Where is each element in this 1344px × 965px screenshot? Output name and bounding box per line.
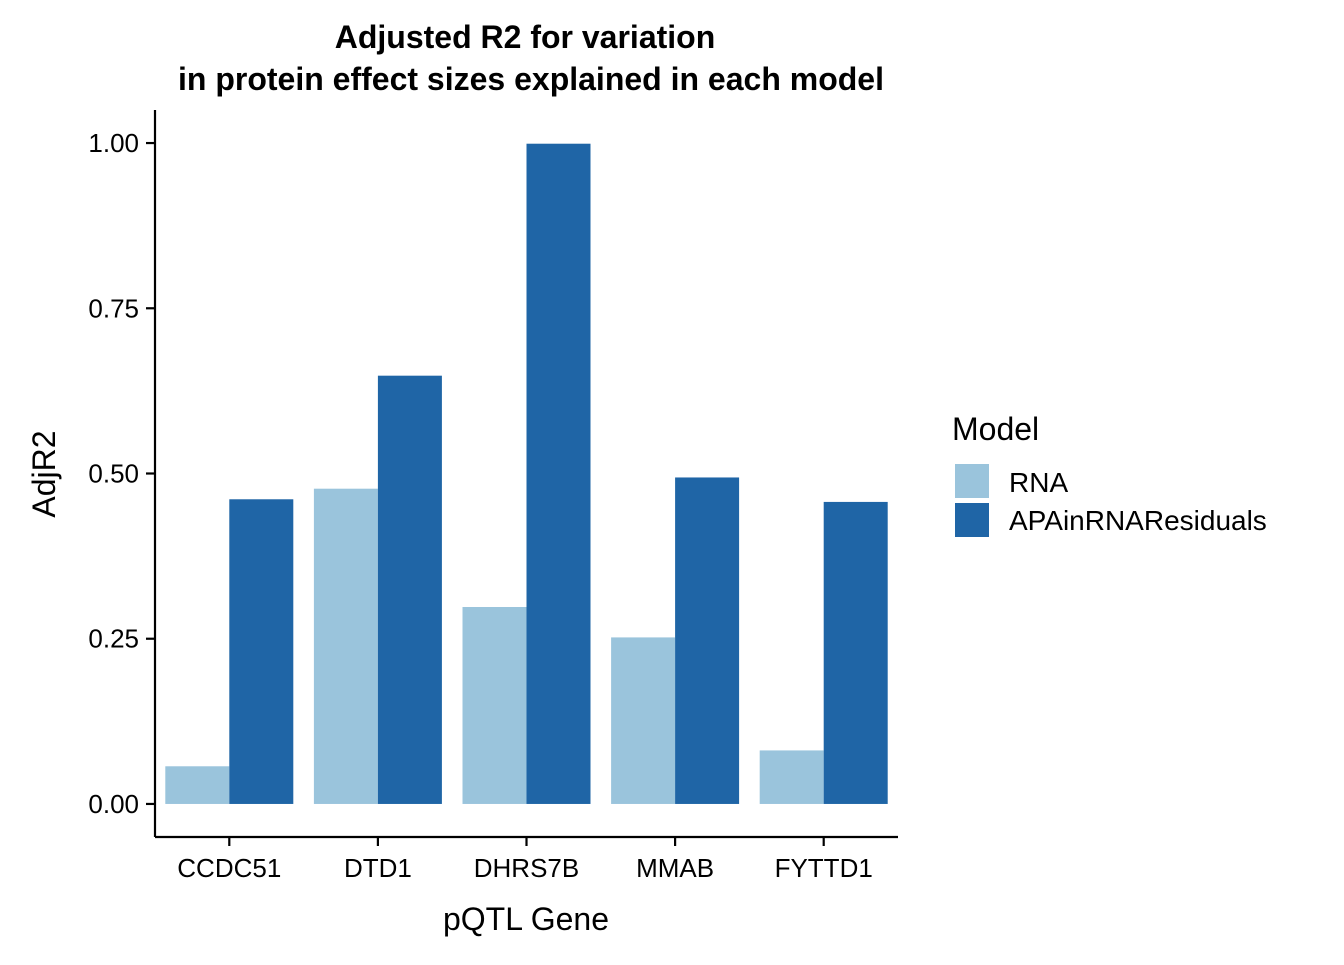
x-tick-label-ccdc51: CCDC51: [177, 853, 281, 883]
y-tick-label-3: 0.75: [88, 293, 139, 323]
bar-mmab-rna: [611, 637, 676, 804]
x-axis-title: pQTL Gene: [443, 901, 609, 937]
y-ticks-group: 0.00 0.25 0.50 0.75 1.00: [88, 128, 155, 819]
x-tick-label-fyttd1: FYTTD1: [775, 853, 873, 883]
bar-fyttd1-apainrnaresiduals: [823, 501, 888, 804]
bar-dtd1-apainrnaresiduals: [377, 375, 442, 804]
chart-title-line-1: Adjusted R2 for variation: [335, 19, 716, 55]
chart-title: Adjusted R2 for variation in protein eff…: [178, 19, 884, 97]
x-tick-label-dtd1: DTD1: [344, 853, 412, 883]
bar-ccdc51-apainrnaresiduals: [229, 499, 294, 804]
y-tick-label-2: 0.50: [88, 459, 139, 489]
legend-label-apainrnaresiduals: APAinRNAResiduals: [1009, 505, 1267, 536]
x-tick-label-dhrs7b: DHRS7B: [474, 853, 579, 883]
legend: Model RNA APAinRNAResiduals: [952, 411, 1267, 537]
y-axis-title: AdjR2: [26, 430, 62, 517]
chart-title-line-2: in protein effect sizes explained in eac…: [178, 61, 884, 97]
bar-mmab-apainrnaresiduals: [675, 477, 740, 804]
bar-fyttd1-rna: [759, 750, 824, 804]
legend-title: Model: [952, 411, 1039, 447]
y-tick-label-4: 1.00: [88, 128, 139, 158]
legend-label-rna: RNA: [1009, 467, 1068, 498]
bars-group: [165, 143, 888, 804]
y-tick-label-1: 0.25: [88, 624, 139, 654]
legend-swatch-rna: [955, 464, 989, 498]
y-tick-label-0: 0.00: [88, 789, 139, 819]
x-ticks-group: CCDC51 DTD1 DHRS7B MMAB FYTTD1: [177, 837, 873, 883]
bar-dhrs7b-rna: [462, 607, 527, 804]
bar-dtd1-rna: [313, 488, 378, 804]
bar-ccdc51-rna: [165, 766, 230, 804]
x-tick-label-mmab: MMAB: [636, 853, 714, 883]
bar-dhrs7b-apainrnaresiduals: [526, 143, 591, 804]
legend-swatch-apainrnaresiduals: [955, 503, 989, 537]
